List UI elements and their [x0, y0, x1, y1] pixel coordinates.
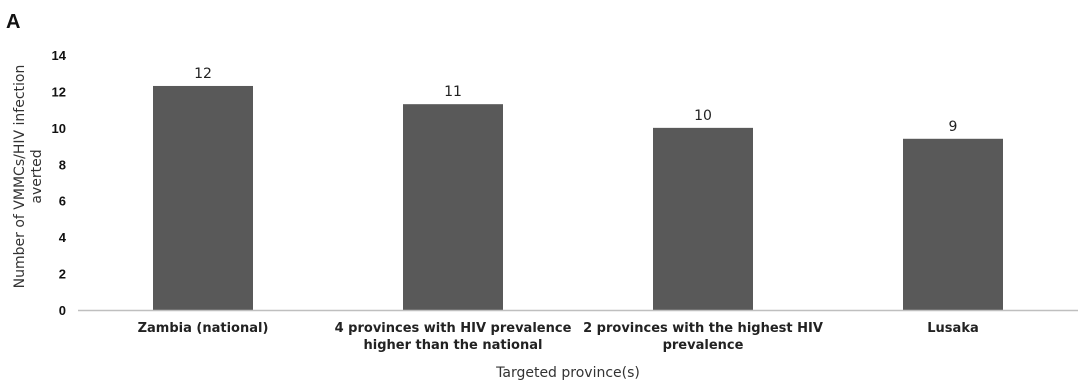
bar [403, 104, 503, 310]
x-axis-ticks: Zambia (national) 4 provinces with HIV pr… [138, 321, 979, 353]
bar [153, 85, 253, 310]
y-tick-label: 14 [52, 48, 67, 63]
y-tick-label: 2 [59, 267, 66, 282]
y-tick-label: 6 [59, 194, 66, 209]
y-axis-title-line: Number of VMMCs/HIV infection [12, 65, 28, 289]
x-tick-label: 2 provinces with the highest HIV prevalen… [583, 321, 823, 353]
x-tick-label: Zambia (national) [138, 321, 269, 336]
x-tick-label-line: 4 provinces with HIV prevalence [335, 321, 572, 336]
bar [903, 138, 1003, 310]
y-axis-title-text: Number of VMMCs/HIV infectionaverted [12, 65, 45, 289]
y-axis-ticks: 0 2 4 6 8 10 12 14 [52, 48, 67, 318]
y-axis-title-line: averted [29, 149, 45, 203]
data-label: 9 [949, 119, 958, 135]
y-tick-label: 4 [59, 230, 67, 245]
bars [153, 85, 1003, 310]
data-label: 10 [694, 108, 712, 124]
x-tick-label: 4 provinces with HIV prevalence higher th… [335, 321, 572, 353]
y-tick-label: 10 [52, 121, 66, 136]
y-axis-title: Number of VMMCs/HIV infectionaverted [12, 65, 45, 289]
data-labels: 12 11 10 9 [194, 66, 957, 135]
x-tick-label: Lusaka [927, 321, 978, 336]
x-tick-label-line: Zambia (national) [138, 321, 269, 336]
data-label: 12 [194, 66, 212, 82]
panel-label: A [6, 11, 20, 33]
y-tick-label: 12 [52, 84, 66, 99]
x-tick-label-line: prevalence [663, 338, 744, 353]
x-tick-label-line: Lusaka [927, 321, 978, 336]
x-tick-label-line: 2 provinces with the highest HIV [583, 321, 823, 336]
data-label: 11 [444, 84, 462, 100]
y-tick-label: 0 [59, 303, 66, 318]
y-tick-label: 8 [59, 157, 66, 172]
x-axis-title: Targeted province(s) [495, 365, 640, 381]
x-tick-label-line: higher than the national [364, 338, 543, 353]
bar [653, 127, 753, 310]
